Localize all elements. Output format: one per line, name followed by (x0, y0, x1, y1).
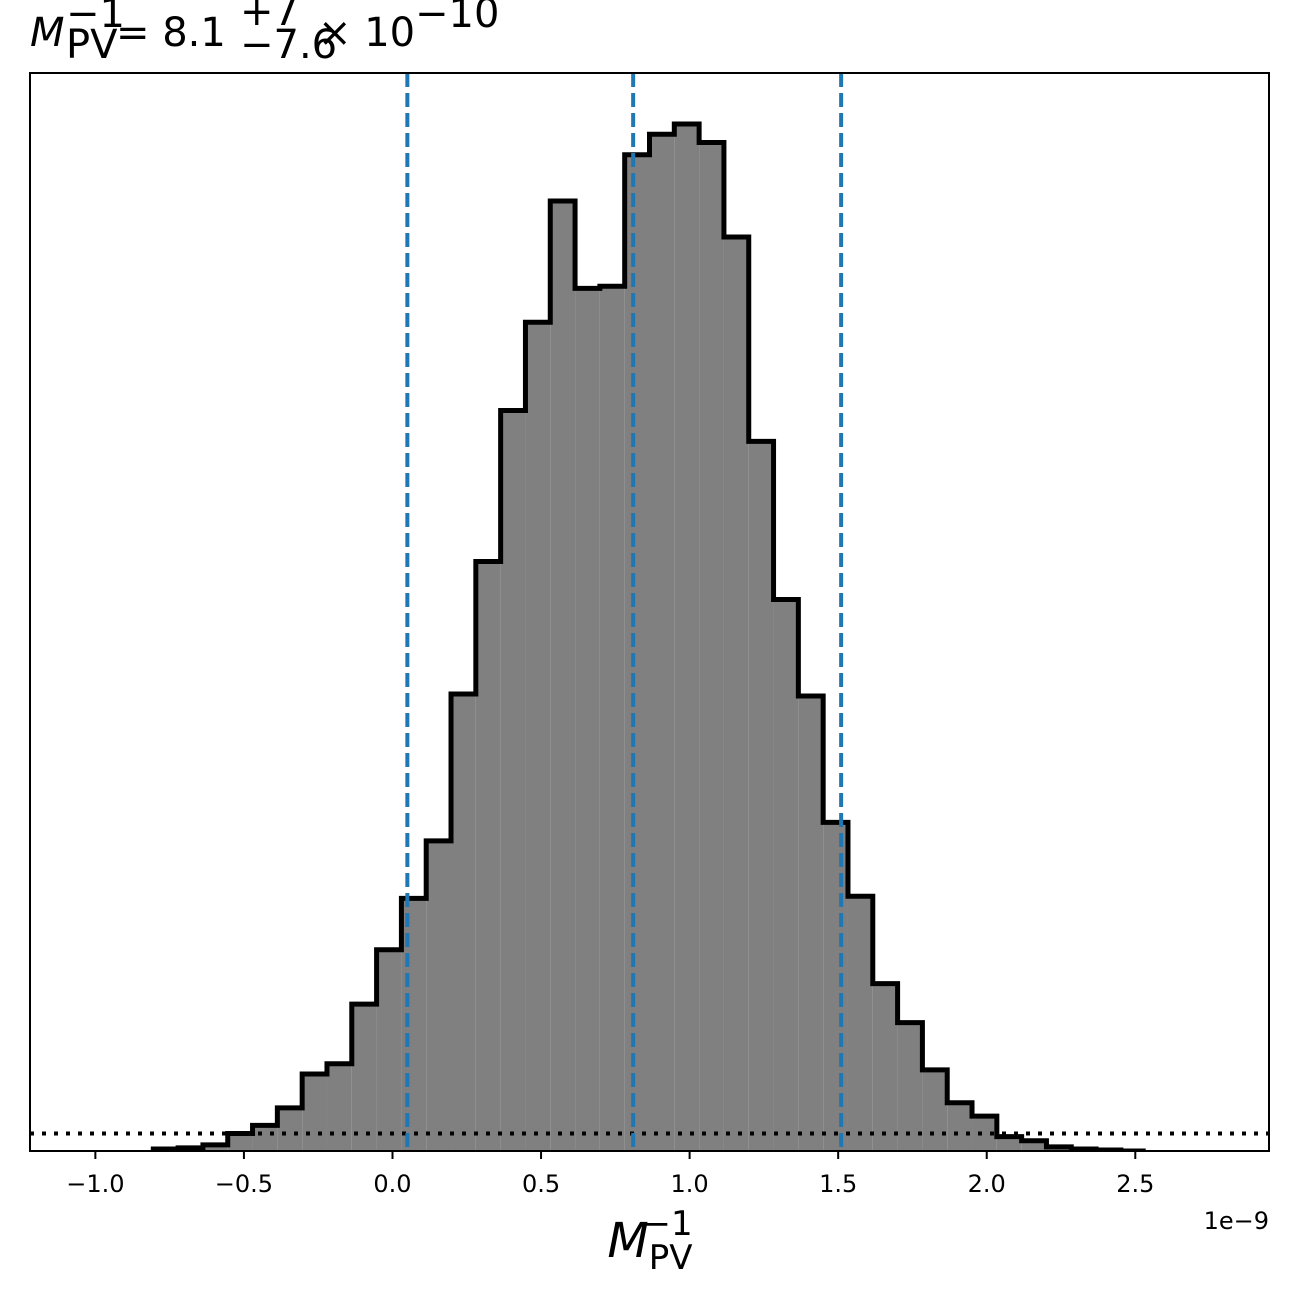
x-axis-offset-text: 1e−9 (1204, 1207, 1269, 1235)
histogram-bar (847, 896, 873, 1151)
title-subscript: PV (66, 22, 118, 68)
x-label-superscript: −1 (643, 1204, 693, 1244)
x-tick-label: 0.0 (373, 1170, 411, 1198)
x-axis-label-text: MPV−1 (607, 1204, 692, 1278)
histogram-bar (798, 696, 824, 1151)
histogram-bar (426, 840, 452, 1151)
histogram-bars (153, 124, 1121, 1151)
title-superscript: −1 (66, 0, 125, 37)
histogram-bar (624, 154, 650, 1151)
title-times-ten: × 10 (318, 10, 415, 56)
x-tick-label: 0.5 (522, 1170, 560, 1198)
x-tick-label: −0.5 (215, 1170, 273, 1198)
x-tick-label: 1.0 (671, 1170, 709, 1198)
x-label-subscript: PV (649, 1238, 693, 1278)
histogram-bar (599, 286, 625, 1151)
histogram-bar (649, 134, 675, 1151)
title-value: = 8.1 (116, 10, 226, 56)
histogram-bar (401, 898, 427, 1151)
x-tick-label: −1.0 (66, 1170, 124, 1198)
histogram-bar (674, 124, 700, 1151)
histogram-bar (550, 201, 576, 1151)
histogram-bar (1021, 1140, 1047, 1151)
x-tick-label: 1.5 (819, 1170, 857, 1198)
histogram-outline (150, 121, 1146, 1151)
plot-area (29, 72, 1270, 1152)
histogram-bar (227, 1133, 253, 1151)
histogram-bar (376, 949, 402, 1151)
histogram-bar (475, 561, 501, 1151)
histogram-bar (748, 441, 774, 1151)
histogram-bar (351, 1004, 377, 1151)
histogram-bar (773, 599, 799, 1151)
title-error-plus: +7 (240, 0, 299, 35)
title-exponent: −10 (415, 0, 499, 37)
histogram-bar (202, 1144, 228, 1151)
histogram-bar (277, 1107, 303, 1151)
histogram-bar (575, 288, 600, 1151)
histogram-bar (525, 322, 551, 1151)
plot-frame (29, 72, 1270, 1152)
histogram-bar (823, 822, 848, 1151)
chart-title: M PV−1 = 8.1 +7−7.6 × 10 −10 (30, 0, 499, 68)
histogram-bar (326, 1063, 352, 1151)
histogram-bar (451, 693, 476, 1151)
histogram-bar (922, 1069, 948, 1151)
title-symbol: M (30, 10, 65, 56)
title-error-minus: −7.6 (240, 22, 337, 68)
x-label-symbol: M (607, 1213, 648, 1269)
x-axis: −1.0 −0.5 0.0 0.5 1.0 1.5 2.0 2.5 1e−9 (66, 1151, 1269, 1235)
histogram-bar (699, 142, 724, 1151)
histogram-bar (500, 410, 526, 1151)
histogram-bar (302, 1073, 327, 1151)
histogram-bar (723, 236, 749, 1151)
histogram-bar (996, 1136, 1022, 1151)
x-axis-label: MPV−1 (607, 1204, 692, 1278)
histogram-bar (872, 983, 898, 1151)
histogram-bar (947, 1102, 973, 1151)
x-tick-label: 2.5 (1116, 1170, 1154, 1198)
histogram-bar (252, 1125, 278, 1151)
x-tick-label: 2.0 (968, 1170, 1006, 1198)
histogram-bar (897, 1022, 923, 1151)
